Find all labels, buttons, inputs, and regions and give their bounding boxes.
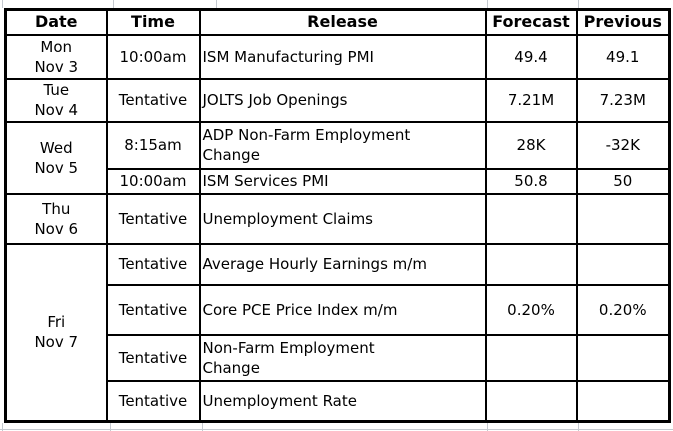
forecast-cell: 49.4 (484, 33, 578, 80)
forecast-cell: 28K (484, 120, 578, 170)
spreadsheet-gridline (487, 423, 488, 431)
day-label: Fri (47, 313, 66, 332)
previous-cell: 49.1 (575, 33, 671, 80)
date-cell: Thu Nov 6 (4, 192, 108, 245)
header-release: Release (198, 8, 487, 36)
date-label: Nov 4 (34, 101, 79, 119)
time-cell: 10:00am (105, 33, 201, 80)
time-cell: Tentative (105, 192, 201, 245)
day-label: Tue (43, 81, 70, 99)
time-cell: Tentative (105, 379, 201, 423)
table-row: Thu Nov 6 Tentative Unemployment Claims (4, 192, 671, 245)
day-label: Thu (42, 199, 71, 218)
release-cell: Unemployment Rate (198, 379, 487, 423)
date-cell: Tue Nov 4 (4, 77, 108, 123)
time-cell: Tentative (105, 77, 201, 123)
previous-cell: 50 (575, 167, 671, 195)
release-cell: JOLTS Job Openings (198, 77, 487, 123)
spreadsheet-gridline (110, 423, 111, 431)
spreadsheet-gridline (578, 0, 579, 8)
previous-cell (575, 379, 671, 423)
economic-calendar-table: Date Time Release Forecast Previous Mon … (4, 8, 671, 423)
date-label: Nov 7 (34, 333, 79, 352)
release-cell: Core PCE Price Index m/m (198, 283, 487, 336)
previous-cell (575, 333, 671, 382)
previous-cell (575, 192, 671, 245)
date-cell: Mon Nov 3 (4, 33, 108, 80)
date-label: Nov 5 (34, 158, 79, 177)
date-cell: Fri Nov 7 (4, 242, 108, 423)
table-row: Tentative Non-Farm Employment Change (6, 333, 671, 382)
spreadsheet-gridline (578, 423, 579, 431)
header-forecast: Forecast (484, 8, 578, 36)
previous-cell: 0.20% (575, 283, 671, 336)
day-label: Mon (40, 37, 73, 56)
table-row: Tentative Core PCE Price Index m/m 0.20%… (6, 283, 671, 336)
header-row: Date Time Release Forecast Previous (4, 8, 671, 36)
header-previous: Previous (575, 8, 671, 36)
header-time: Time (105, 8, 201, 36)
table-row: 10:00am ISM Services PMI 50.8 50 (6, 167, 671, 195)
spreadsheet-gridline (202, 423, 203, 431)
forecast-cell (484, 242, 578, 286)
forecast-cell (484, 192, 578, 245)
table-row: Tentative Unemployment Rate (6, 379, 671, 423)
time-cell: 8:15am (105, 120, 201, 170)
date-label: Nov 3 (34, 57, 79, 76)
spreadsheet-gridline (0, 429, 673, 430)
table-row: Mon Nov 3 10:00am ISM Manufacturing PMI … (4, 33, 671, 80)
spreadsheet-gridline (2, 0, 3, 8)
previous-cell: 7.23M (575, 77, 671, 123)
table-row: Wed Nov 5 8:15am ADP Non-Farm Employment… (4, 120, 671, 195)
time-cell: Tentative (105, 283, 201, 336)
spreadsheet-gridline (216, 0, 217, 8)
forecast-cell: 7.21M (484, 77, 578, 123)
release-cell: ISM Services PMI (198, 167, 487, 195)
spreadsheet-gridline (2, 423, 3, 431)
release-cell: ISM Manufacturing PMI (198, 33, 487, 80)
day-label: Wed (39, 138, 73, 157)
previous-cell: -32K (575, 120, 671, 170)
forecast-cell (484, 379, 578, 423)
spreadsheet-gridline (487, 0, 488, 8)
table-row: Fri Nov 7 Tentative Average Hourly Earni… (4, 242, 671, 423)
date-cell: Wed Nov 5 (4, 120, 108, 195)
spreadsheet-gridline (113, 0, 114, 8)
table-row: Tue Nov 4 Tentative JOLTS Job Openings 7… (4, 77, 671, 123)
release-cell: Average Hourly Earnings m/m (198, 242, 487, 286)
forecast-cell (484, 333, 578, 382)
time-cell: 10:00am (105, 167, 201, 195)
release-cell: ADP Non-Farm Employment Change (198, 120, 487, 170)
release-cell: Unemployment Claims (198, 192, 487, 245)
date-label: Nov 6 (34, 219, 79, 238)
time-cell: Tentative (105, 242, 201, 286)
forecast-cell: 50.8 (484, 167, 578, 195)
forecast-cell: 0.20% (484, 283, 578, 336)
release-cell: Non-Farm Employment Change (198, 333, 487, 382)
time-cell: Tentative (105, 333, 201, 382)
header-date: Date (4, 8, 108, 36)
previous-cell (575, 242, 671, 286)
